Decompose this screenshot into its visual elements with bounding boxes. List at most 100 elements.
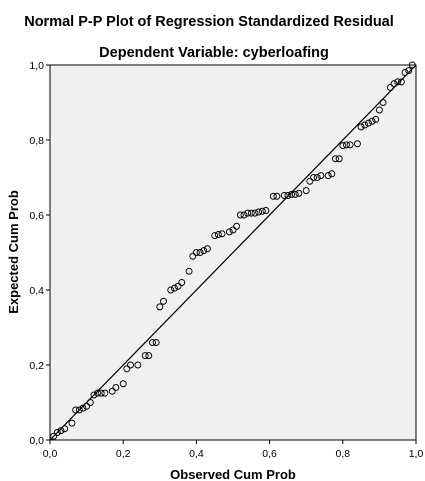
data-point (408, 61, 416, 69)
data-point (50, 432, 58, 440)
data-point (273, 192, 281, 200)
data-point (134, 361, 142, 369)
data-point (119, 380, 127, 388)
y-tick-label: 1,0 (29, 60, 44, 72)
data-point (167, 286, 175, 294)
data-point (112, 384, 120, 391)
data-point (295, 189, 303, 197)
data-point (353, 140, 361, 148)
data-point (332, 155, 339, 163)
y-tick-label: 0,2 (29, 360, 44, 372)
reference-line (49, 64, 417, 441)
data-point (361, 121, 369, 129)
data-point (225, 228, 233, 236)
chart-subtitle: Dependent Variable: cyberloafing (99, 45, 329, 61)
data-point (189, 252, 197, 260)
data-point (306, 177, 314, 185)
data-point (375, 106, 383, 114)
y-tick-label: 0,6 (29, 210, 44, 222)
data-point (313, 174, 321, 181)
data-point (328, 170, 336, 178)
x-tick-label: 0,2 (116, 448, 131, 460)
axis-ticks: 0,0 0,2 0,4 0,6 0,8 1,0 0,0 0,2 0,4 0,6 0,8 1,0 (29, 60, 423, 460)
data-point (236, 211, 244, 219)
data-point (57, 427, 65, 435)
data-point (170, 284, 178, 292)
data-point (90, 391, 98, 399)
data-point (229, 226, 237, 234)
data-point (233, 222, 241, 230)
data-point (152, 339, 160, 346)
data-point (379, 99, 387, 106)
data-point (255, 208, 263, 216)
data-point (339, 142, 347, 150)
data-point (357, 123, 365, 131)
data-point (364, 119, 372, 127)
x-tick-label: 0,4 (189, 448, 204, 460)
data-point (211, 232, 219, 240)
y-tick-label: 0,4 (29, 285, 44, 297)
data-point (145, 352, 153, 360)
x-tick-label: 0,0 (43, 448, 58, 460)
data-point (214, 231, 222, 238)
data-point (108, 387, 116, 395)
data-point (317, 172, 325, 180)
data-point (83, 402, 91, 410)
data-point (244, 209, 252, 217)
data-point (397, 78, 405, 86)
data-point (240, 211, 248, 219)
data-point (335, 155, 343, 163)
data-point (156, 303, 164, 311)
data-point (302, 187, 310, 195)
x-tick-label: 0,6 (262, 448, 277, 460)
data-point (68, 419, 76, 427)
data-point (401, 69, 409, 76)
y-axis-title: Expected Cum Prob (6, 190, 21, 314)
data-point (269, 192, 277, 200)
data-point (127, 361, 134, 369)
data-point (368, 117, 376, 125)
data-point (53, 429, 61, 436)
data-point (394, 78, 402, 86)
data-point (123, 365, 131, 373)
data-point (262, 207, 270, 214)
reference-line-group (49, 64, 417, 441)
data-point (178, 279, 186, 286)
data-point (185, 267, 193, 275)
data-point (280, 192, 288, 199)
x-axis-title: Observed Cum Prob (170, 467, 296, 481)
data-point (247, 209, 255, 217)
data-point (61, 425, 69, 433)
data-point (149, 339, 156, 346)
data-point (192, 249, 200, 256)
data-point (310, 174, 317, 181)
data-point (141, 352, 149, 360)
data-point (72, 406, 80, 414)
data-points (50, 61, 416, 440)
data-point (160, 297, 167, 305)
data-point (291, 190, 299, 198)
data-point (346, 141, 354, 149)
data-point (284, 192, 292, 199)
data-point (79, 404, 87, 412)
y-tick-label: 0,8 (29, 135, 44, 147)
data-point (94, 389, 102, 397)
data-point (86, 399, 94, 406)
x-tick-label: 0,8 (335, 448, 350, 460)
data-point (386, 84, 394, 91)
data-point (288, 190, 296, 198)
data-point (372, 115, 380, 123)
data-point (200, 247, 208, 255)
data-point (258, 207, 266, 215)
data-point (101, 389, 109, 397)
data-point (75, 406, 83, 414)
data-point (174, 282, 182, 290)
data-point (343, 141, 350, 149)
x-tick-label: 1,0 (409, 448, 424, 460)
chart-title: Normal P-P Plot of Regression Standardiz… (24, 14, 394, 30)
data-point (390, 80, 398, 88)
data-point (405, 67, 413, 75)
data-point (97, 389, 105, 397)
data-point (218, 230, 226, 238)
